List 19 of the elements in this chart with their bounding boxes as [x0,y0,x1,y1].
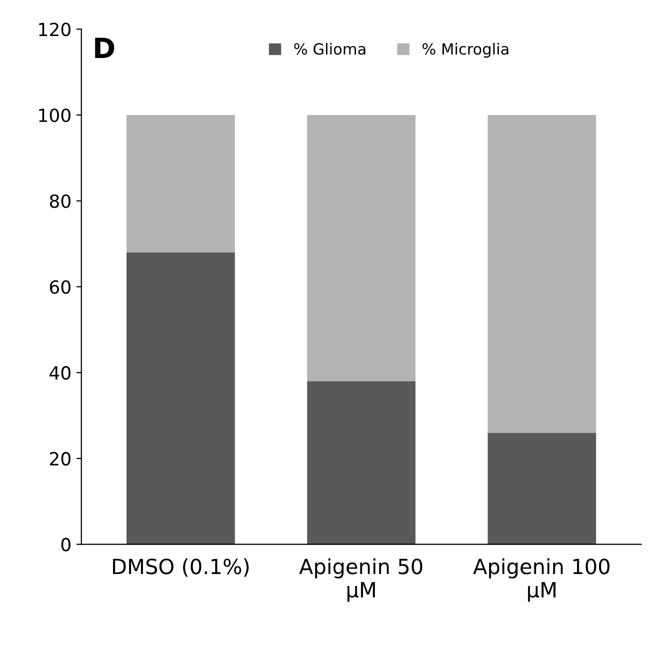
y-tick-label: 80 [50,194,70,208]
legend-label: % Glioma [294,42,366,55]
y-tick-label: 100 [39,108,70,122]
y-tick-label: 0 [61,538,70,552]
annotation: D [95,38,114,58]
y-tick-label: 40 [50,366,70,380]
bar [488,432,596,544]
y-tick-label: 60 [50,280,70,294]
legend-label: % Microglia [422,42,508,58]
bar [307,381,416,544]
y-tick-label: 120 [39,22,70,36]
bar [126,252,235,544]
x-tick-label: Apigenin 50 µM [299,558,422,602]
bar [126,115,235,252]
x-tick-label: Apigenin 100 µM [473,558,610,602]
bar [488,115,596,433]
y-tick-label: 20 [50,452,70,466]
x-tick-label: DMSO (0.1%) [113,558,249,577]
bar [307,115,416,382]
